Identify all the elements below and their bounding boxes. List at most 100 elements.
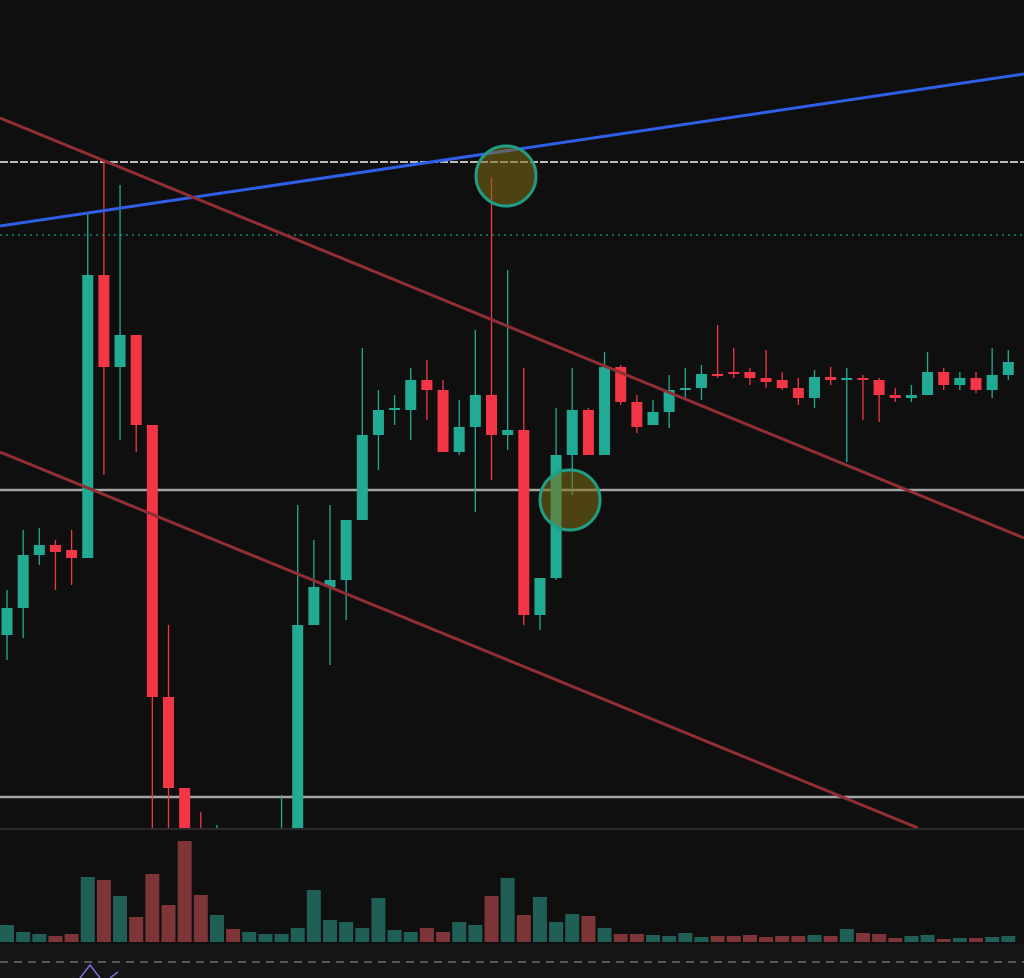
- candle-body: [163, 697, 174, 788]
- volume-bar: [629, 934, 644, 942]
- volume-bar: [0, 925, 14, 942]
- candle-body: [922, 372, 934, 395]
- candle-body: [744, 372, 756, 378]
- candle-body: [599, 367, 611, 455]
- volume-bar: [419, 928, 434, 942]
- highlight-circle: [474, 144, 538, 208]
- candle-body: [809, 377, 820, 398]
- trend-line: [0, 116, 1024, 540]
- candle-body: [130, 335, 142, 425]
- volume-bar: [694, 937, 709, 942]
- volume-bar: [96, 880, 111, 942]
- overlays: [0, 72, 1024, 830]
- volume-bar: [145, 874, 160, 942]
- volume-bar: [532, 897, 547, 942]
- volume-bar: [323, 920, 337, 942]
- candle-body: [389, 408, 401, 410]
- candle-body: [17, 555, 29, 608]
- candle-body: [324, 580, 336, 587]
- candle-body: [1, 608, 13, 635]
- candle-body: [760, 378, 772, 382]
- volume-bar: [468, 925, 483, 942]
- candle-body: [98, 275, 110, 367]
- candle-body: [905, 395, 917, 398]
- volume-bar: [985, 937, 1000, 942]
- candle-body: [534, 578, 546, 615]
- candle-body: [889, 395, 901, 398]
- volume-bar: [516, 915, 531, 942]
- volume-bar: [936, 939, 951, 942]
- volume-bar: [726, 936, 741, 942]
- candle-body: [518, 430, 530, 615]
- volume-bar: [823, 936, 838, 942]
- volume-bar: [904, 936, 919, 942]
- volume-bar: [193, 895, 208, 942]
- highlight-circle: [538, 468, 602, 532]
- candle-body: [146, 425, 158, 697]
- candle-body: [33, 545, 45, 555]
- candle-body: [631, 402, 643, 427]
- volume-bar: [452, 922, 467, 942]
- volume-bar: [177, 841, 192, 942]
- volume: [0, 841, 1016, 942]
- volume-bar: [339, 922, 354, 942]
- volume-bar: [32, 934, 47, 942]
- volume-bar: [775, 936, 790, 942]
- volume-bar: [258, 934, 273, 942]
- candle-body: [566, 410, 578, 455]
- candle-body: [647, 412, 659, 425]
- volume-bar: [48, 936, 63, 942]
- volume-bar: [403, 932, 418, 942]
- volume-bar: [597, 928, 612, 942]
- candle-body: [114, 335, 126, 367]
- volume-bar: [581, 916, 596, 942]
- candle-body: [502, 430, 514, 435]
- volume-bar: [759, 937, 774, 942]
- candle-body: [421, 380, 433, 390]
- candle-body: [340, 520, 352, 580]
- volume-bar: [613, 934, 628, 942]
- candle-body: [776, 380, 788, 388]
- candle-body: [405, 380, 417, 410]
- candle-body: [873, 380, 885, 395]
- candle-body: [615, 367, 627, 402]
- volume-bar: [290, 928, 305, 942]
- candle-body: [841, 378, 853, 380]
- candle-body: [954, 378, 966, 385]
- candle-body: [82, 275, 94, 558]
- volume-bar: [113, 896, 128, 942]
- candle-body: [695, 374, 707, 388]
- drawings: [0, 161, 1024, 799]
- volume-bar: [16, 932, 31, 942]
- candle-body: [792, 388, 804, 398]
- volume-bar: [274, 934, 289, 942]
- candle-body: [825, 377, 837, 380]
- volume-bar: [742, 935, 757, 942]
- candle-body: [66, 550, 78, 558]
- candle-body: [679, 388, 691, 390]
- candle-body: [663, 390, 675, 412]
- volume-bar: [565, 914, 580, 942]
- candle-body: [486, 395, 497, 435]
- volume-bar: [387, 930, 402, 942]
- volume-bar: [306, 890, 321, 942]
- volume-bar: [678, 933, 693, 942]
- candle-body: [1002, 362, 1014, 375]
- volume-bar: [662, 936, 677, 942]
- volume-bar: [920, 935, 935, 942]
- volume-bar: [484, 896, 499, 942]
- candle-body: [712, 374, 724, 376]
- candle-body: [857, 378, 869, 380]
- candle-body: [49, 545, 61, 552]
- volume-bar: [872, 934, 887, 942]
- volume-bar: [209, 915, 224, 942]
- volume-bar: [969, 938, 983, 942]
- volume-bar: [500, 878, 515, 942]
- volume-bar: [129, 917, 144, 942]
- volume-bar: [710, 936, 725, 942]
- volume-bar: [791, 936, 806, 942]
- candle-body: [582, 410, 594, 455]
- candle-body: [453, 427, 465, 452]
- candle-body: [970, 378, 982, 390]
- candle-body: [356, 435, 368, 520]
